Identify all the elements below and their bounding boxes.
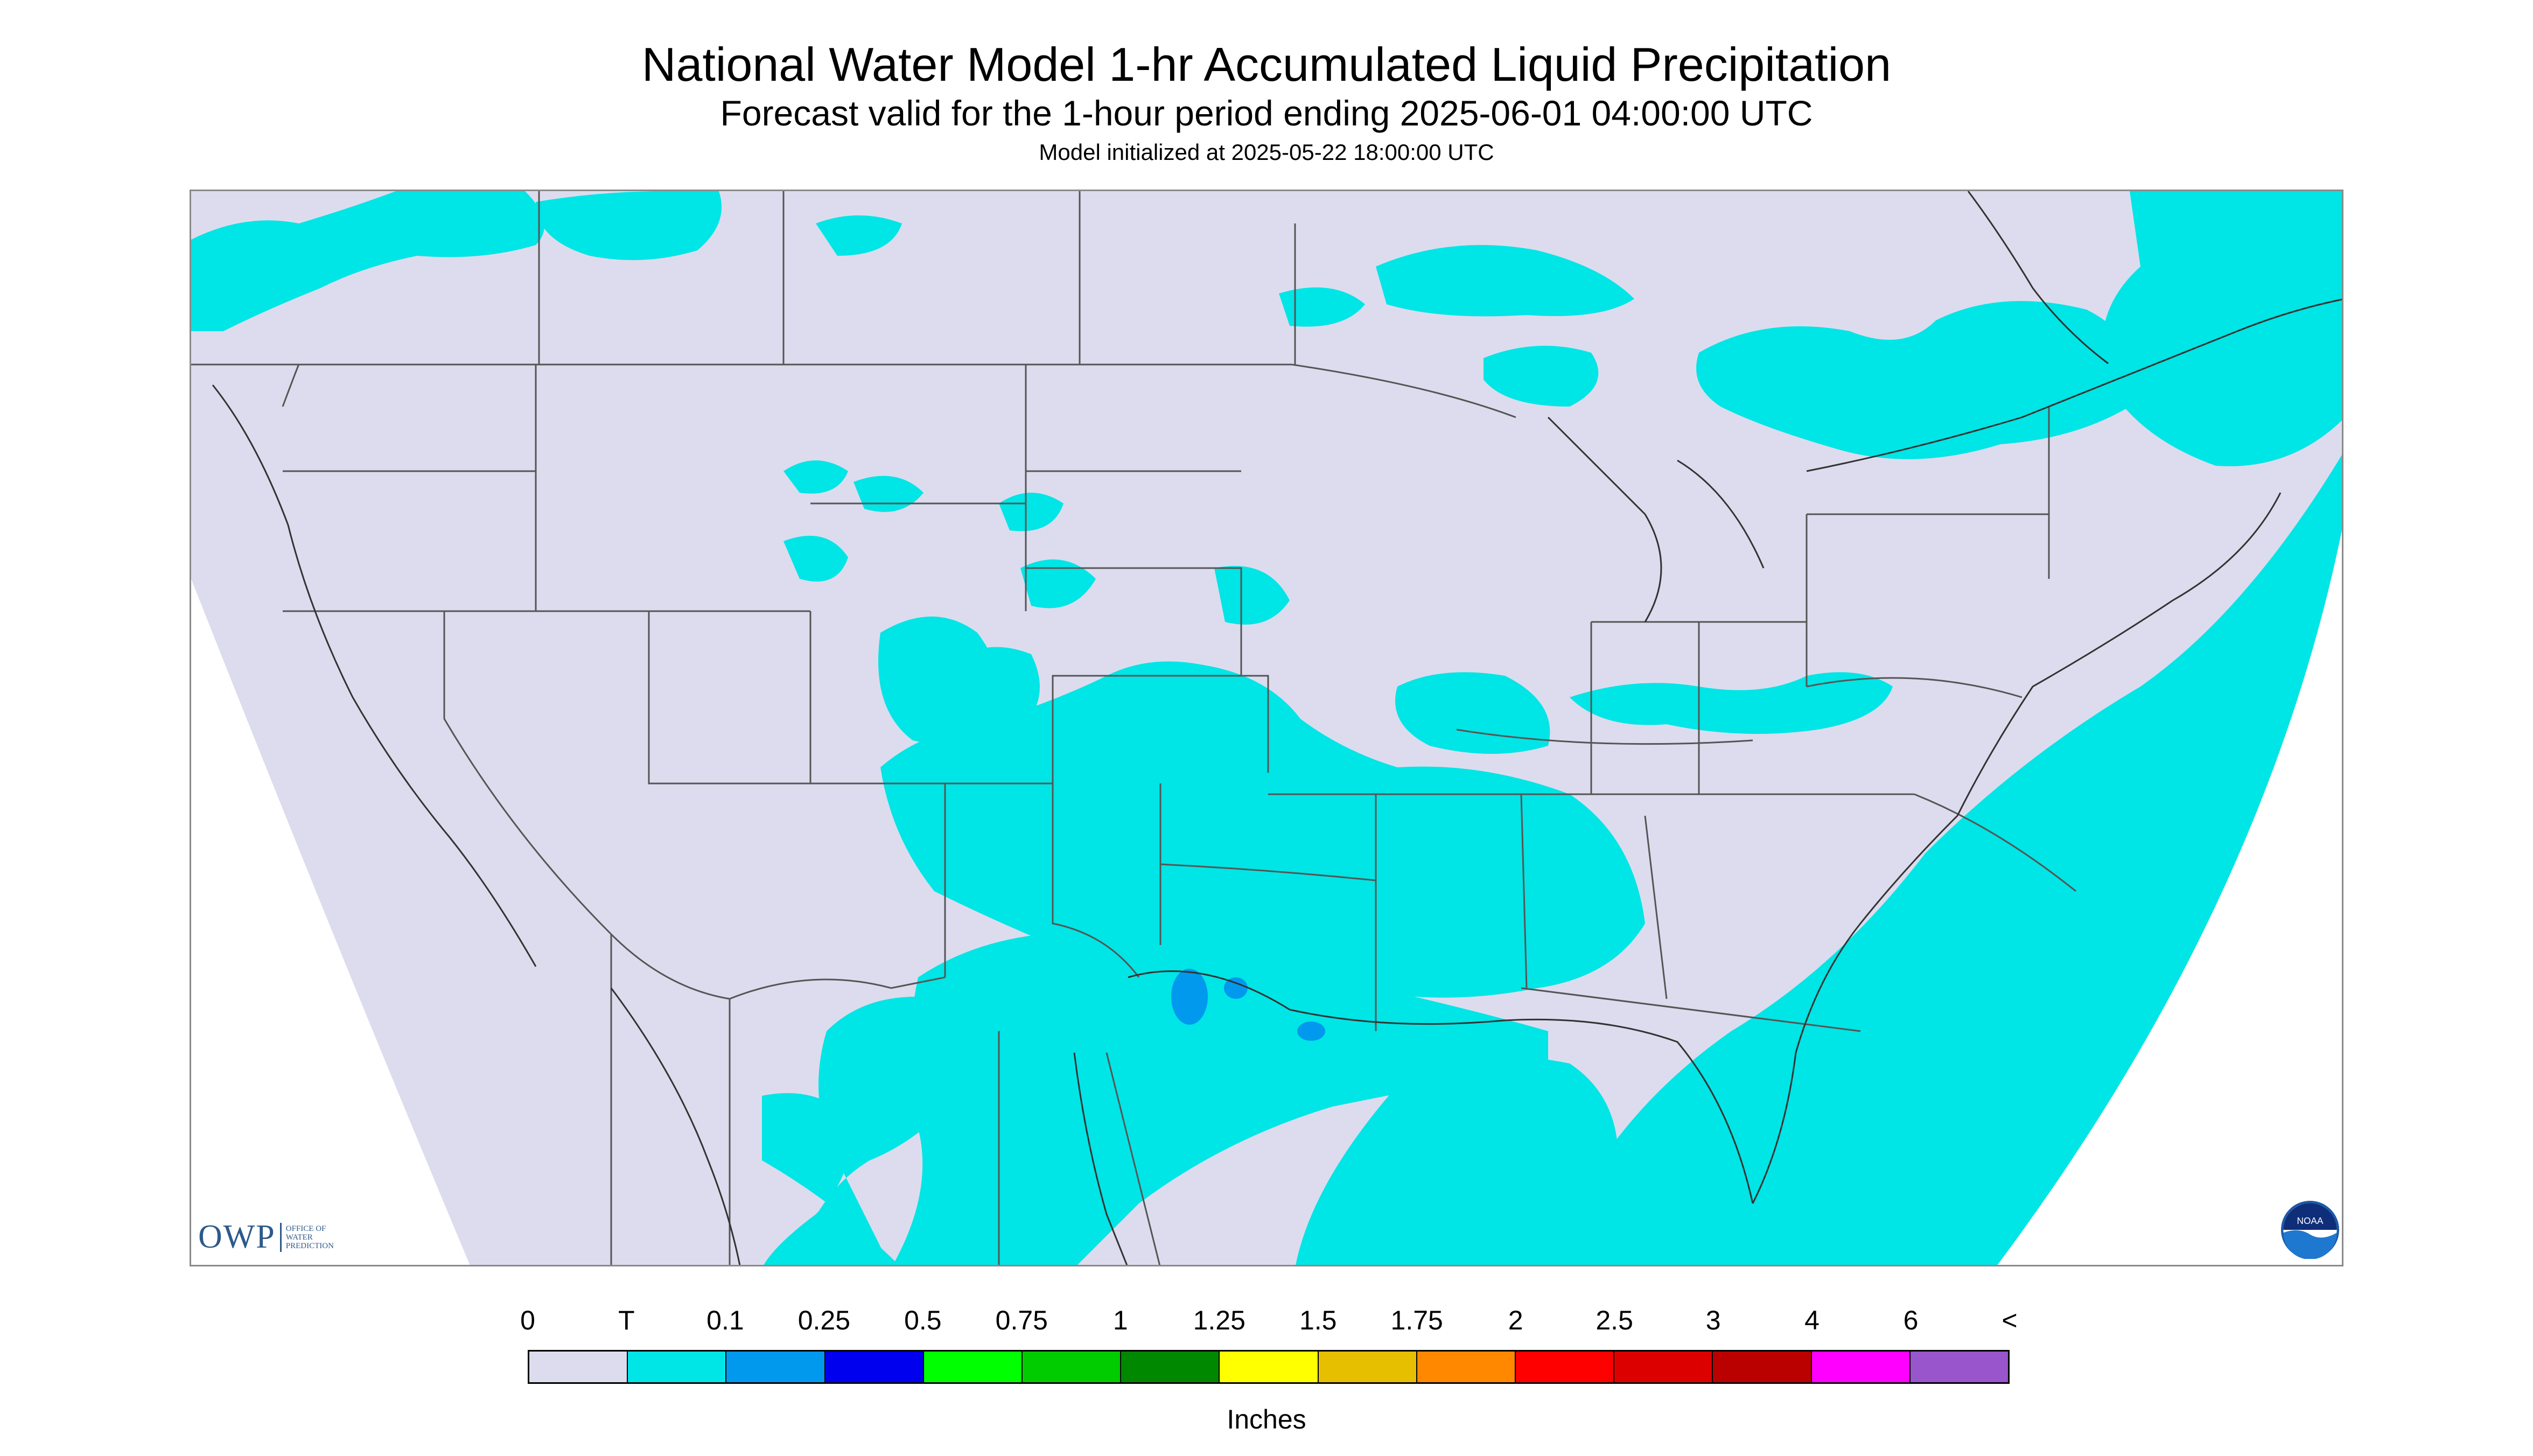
legend-label: < — [2002, 1305, 2018, 1335]
legend-swatch — [1713, 1352, 1812, 1382]
legend-swatch — [1318, 1352, 1417, 1382]
noaa-logo-icon: NOAA — [2281, 1201, 2339, 1259]
legend-label: 4 — [1804, 1305, 1820, 1335]
precipitation-map — [190, 190, 2343, 1266]
owp-line-3: PREDICTION — [285, 1241, 334, 1250]
legend-label: 3 — [1705, 1305, 1721, 1335]
noaa-logo-text: NOAA — [2297, 1215, 2324, 1226]
precip-light-areas — [1171, 969, 1325, 1041]
legend-units: Inches — [1227, 1404, 1306, 1434]
legend-swatch — [1910, 1352, 2009, 1382]
owp-logo: OWP OFFICE OF WATER PREDICTION — [198, 1218, 334, 1256]
owp-logo-text: OWP — [198, 1219, 276, 1255]
map-title: National Water Model 1-hr Accumulated Li… — [641, 38, 1892, 91]
legend-label: 0.25 — [797, 1305, 851, 1335]
map-canvas — [191, 191, 2342, 1265]
legend-label: 0.5 — [904, 1305, 942, 1335]
legend-label: 0.1 — [706, 1305, 744, 1335]
legend-label: 1 — [1112, 1305, 1128, 1335]
coastlines — [212, 191, 2342, 1265]
owp-line-1: OFFICE OF — [285, 1224, 326, 1233]
precip-trace-areas — [191, 191, 2342, 1265]
legend-swatch — [1811, 1352, 1911, 1382]
legend-swatch — [825, 1352, 924, 1382]
legend-swatch — [1614, 1352, 1713, 1382]
legend-label: 1.5 — [1299, 1305, 1337, 1335]
owp-logo-subtext: OFFICE OF WATER PREDICTION — [286, 1224, 334, 1250]
legend-label: 0 — [520, 1305, 535, 1335]
legend-swatch — [1220, 1352, 1319, 1382]
outside-domain-left — [191, 579, 470, 1265]
map-subtitle: Forecast valid for the 1-hour period end… — [720, 93, 1813, 133]
legend-label: T — [618, 1305, 635, 1335]
outside-domain-right — [1997, 530, 2342, 1265]
owp-line-2: WATER — [285, 1233, 313, 1242]
legend-colorbar — [528, 1350, 2010, 1384]
legend-label: 1.75 — [1390, 1305, 1443, 1335]
legend-swatch — [1417, 1352, 1516, 1382]
legend-swatch — [923, 1352, 1023, 1382]
legend-swatch — [1516, 1352, 1615, 1382]
legend-labels: 0 T 0.1 0.25 0.5 0.75 1 1.25 1.5 1.75 2 2.5 3 4 6 < — [0, 1304, 2533, 1342]
state-boundaries — [191, 191, 2076, 1265]
legend-label: 6 — [1903, 1305, 1919, 1335]
legend-swatch — [529, 1352, 628, 1382]
owp-logo-divider — [279, 1222, 282, 1252]
legend-label: 2 — [1508, 1305, 1523, 1335]
model-init-text: Model initialized at 2025-05-22 18:00:00… — [1039, 139, 1494, 165]
legend-swatch — [1121, 1352, 1220, 1382]
legend-swatch — [1023, 1352, 1122, 1382]
legend-swatch — [628, 1352, 727, 1382]
legend-label: 1.25 — [1193, 1305, 1245, 1335]
legend-label: 2.5 — [1596, 1305, 1633, 1335]
legend-label: 0.75 — [995, 1305, 1048, 1335]
legend-swatch — [726, 1352, 825, 1382]
